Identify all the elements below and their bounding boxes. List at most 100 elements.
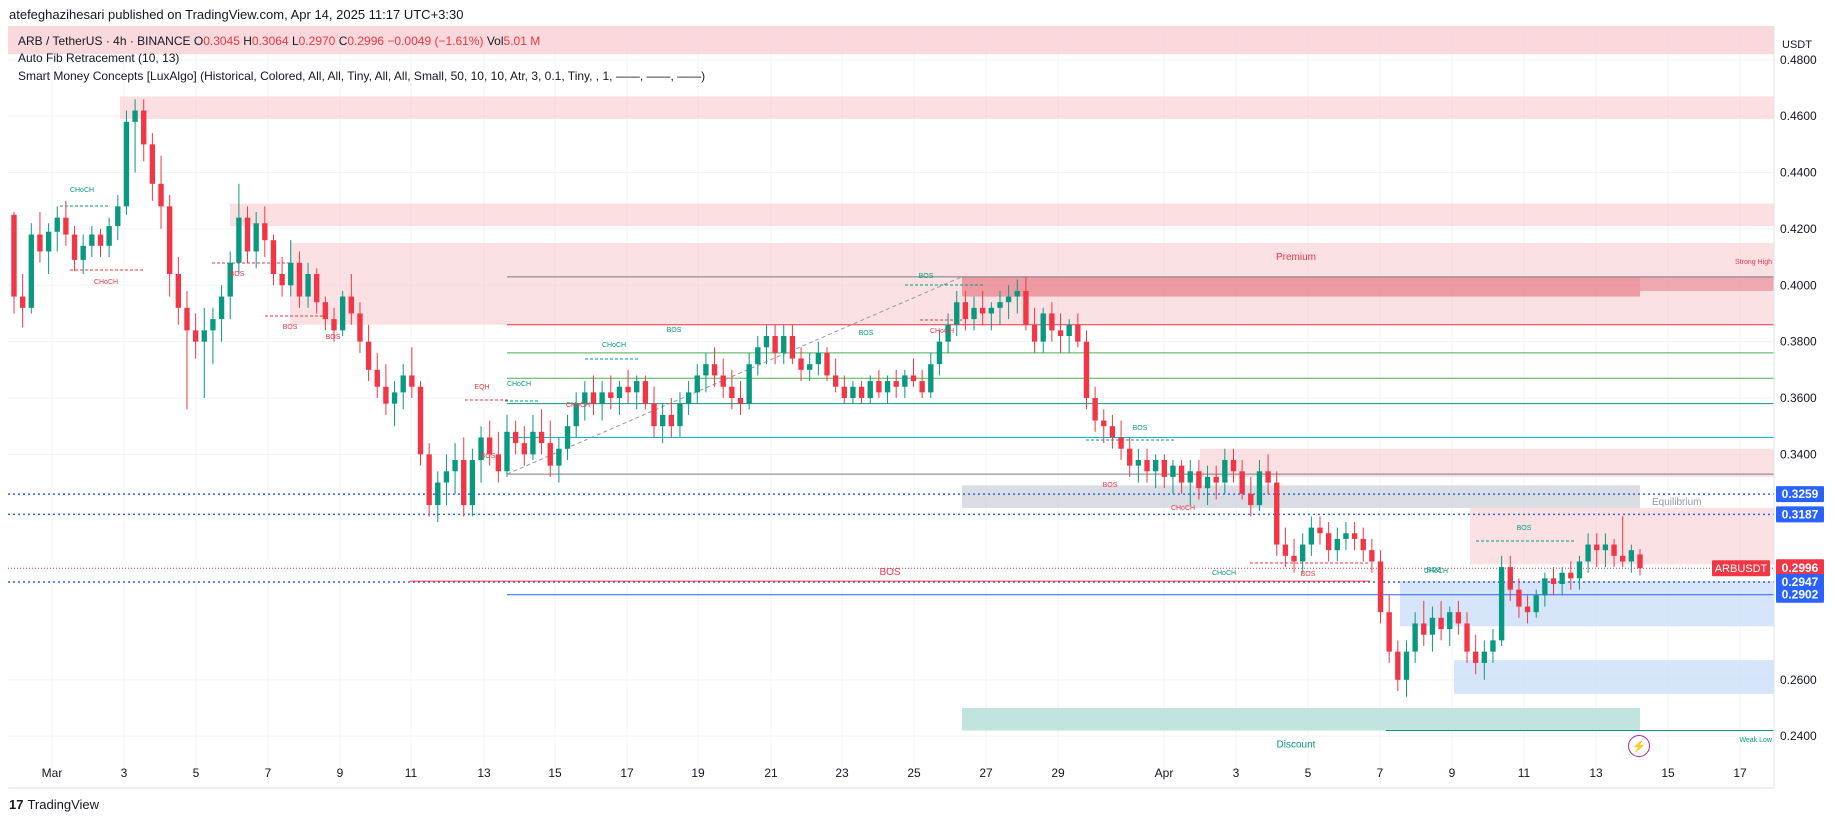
volume-value: 5.01 M <box>503 34 541 48</box>
candle-body <box>884 381 891 393</box>
candle-body <box>331 319 337 331</box>
candle-body <box>876 381 882 393</box>
structure-label: CHoCH <box>566 402 590 409</box>
candle-body <box>149 144 156 184</box>
demand-order-block <box>1454 660 1774 694</box>
candle-body <box>1300 544 1306 562</box>
candle-body <box>850 386 856 398</box>
candle-body <box>305 274 311 297</box>
candle-body <box>1455 612 1462 624</box>
candle-body <box>1481 651 1488 663</box>
fib-price-value: 0.2947 <box>1782 575 1819 589</box>
candle-body <box>798 358 804 370</box>
candle-body <box>89 234 95 246</box>
candle-body <box>530 431 536 455</box>
strong-order-block <box>962 276 1640 297</box>
candle-body <box>1438 617 1444 630</box>
candle-body <box>703 364 709 376</box>
candle-body <box>1628 550 1635 562</box>
structure-label: CHoCH <box>94 279 118 286</box>
candle-body <box>253 223 259 252</box>
price-tick-label: 0.3600 <box>1780 391 1817 405</box>
candle-body <box>858 386 865 398</box>
fib-indicator-legend[interactable]: Auto Fib Retracement (10, 13) <box>18 51 180 65</box>
supply-zone <box>230 203 1774 227</box>
demand-order-block <box>1400 581 1774 627</box>
candle-body <box>1014 290 1020 297</box>
candle-body <box>175 274 182 308</box>
time-tick-label: 25 <box>907 766 921 780</box>
time-tick-label: 7 <box>265 766 272 780</box>
symbol-legend[interactable]: ARB / TetherUS · 4h · BINANCE O0.3045 H0… <box>18 34 540 48</box>
candle-body <box>1083 341 1090 398</box>
candle-body <box>1550 578 1557 584</box>
candle-body <box>314 274 320 303</box>
price-tick-label: 0.3800 <box>1780 335 1817 349</box>
candle-body <box>642 381 649 404</box>
lightning-icon[interactable]: ⚡ <box>1628 735 1650 757</box>
candle-body <box>512 431 519 444</box>
time-tick-label: 9 <box>337 766 344 780</box>
candle-body <box>616 386 623 398</box>
currency-label: USDT <box>1782 39 1812 51</box>
candle-body <box>1308 527 1315 545</box>
candle-body <box>115 206 121 227</box>
candle-body <box>1360 538 1366 551</box>
candle-body <box>1066 324 1072 336</box>
candle-body <box>1291 555 1297 562</box>
time-axis[interactable]: Mar 3 5 7 9 11 13 15 17 19 21 23 25 27 29 Apr 3 5 7 9 11 13 15… <box>8 766 1774 789</box>
candle-body <box>1170 465 1176 477</box>
candle-body <box>608 392 614 398</box>
change-value: −0.0049 (−1.61%) <box>387 34 484 48</box>
candle-body <box>1507 567 1513 590</box>
candle-body <box>910 375 917 382</box>
candle-body <box>962 302 969 320</box>
high-label: H <box>243 34 252 48</box>
structure-label: BOS <box>667 327 682 334</box>
candle-body <box>1637 554 1643 569</box>
low-value: 0.2970 <box>298 34 336 48</box>
smc-indicator-legend[interactable]: Smart Money Concepts [LuxAlgo] (Historic… <box>18 69 706 83</box>
structure-label: BOS <box>1427 567 1442 574</box>
candle-body <box>824 352 830 376</box>
candle-body <box>659 414 666 427</box>
candle-body <box>1057 330 1064 336</box>
candle-body <box>339 296 346 331</box>
time-tick-label: Mar <box>42 766 63 780</box>
candle-body <box>288 262 294 286</box>
candle-body <box>37 234 43 252</box>
close-label: C <box>338 34 348 48</box>
tradingview-wordmark: TradingView <box>27 797 100 812</box>
candle-body <box>1031 324 1038 342</box>
tradingview-logo: 17 TradingView <box>9 797 99 812</box>
price-tick-label: 0.4000 <box>1780 278 1817 292</box>
candle-body <box>668 414 675 427</box>
candle-body <box>1351 533 1358 539</box>
candle-body <box>685 392 692 404</box>
structure-label: BOS <box>1133 425 1148 432</box>
candle-body <box>1412 623 1418 652</box>
structure-label: BOS <box>326 334 341 341</box>
candle-body <box>651 403 657 427</box>
discount-zone <box>962 708 1640 731</box>
structure-label: BOS <box>1301 571 1316 578</box>
candle-body <box>296 262 303 297</box>
candle-body <box>893 381 899 387</box>
time-tick-label: 27 <box>979 766 993 780</box>
candle-body <box>1317 527 1323 534</box>
candle-body <box>348 296 354 314</box>
candle-body <box>1187 471 1193 483</box>
candle-body <box>807 364 813 370</box>
structure-label: CHoCH <box>1212 570 1236 577</box>
candle-body <box>435 482 441 506</box>
fib-price-value: 0.2902 <box>1782 588 1819 602</box>
candle-body <box>201 330 207 342</box>
candle-body <box>988 307 995 314</box>
candle-body <box>279 274 285 286</box>
price-axis[interactable]: USDT 0.4800 0.4600 0.4400 0.4200 0.4000 0.3800… <box>1712 26 1835 788</box>
candle-body <box>1334 538 1340 551</box>
structure-label: EQH <box>474 384 489 391</box>
structure-label: BOS <box>879 567 900 578</box>
candle-body <box>452 460 458 472</box>
